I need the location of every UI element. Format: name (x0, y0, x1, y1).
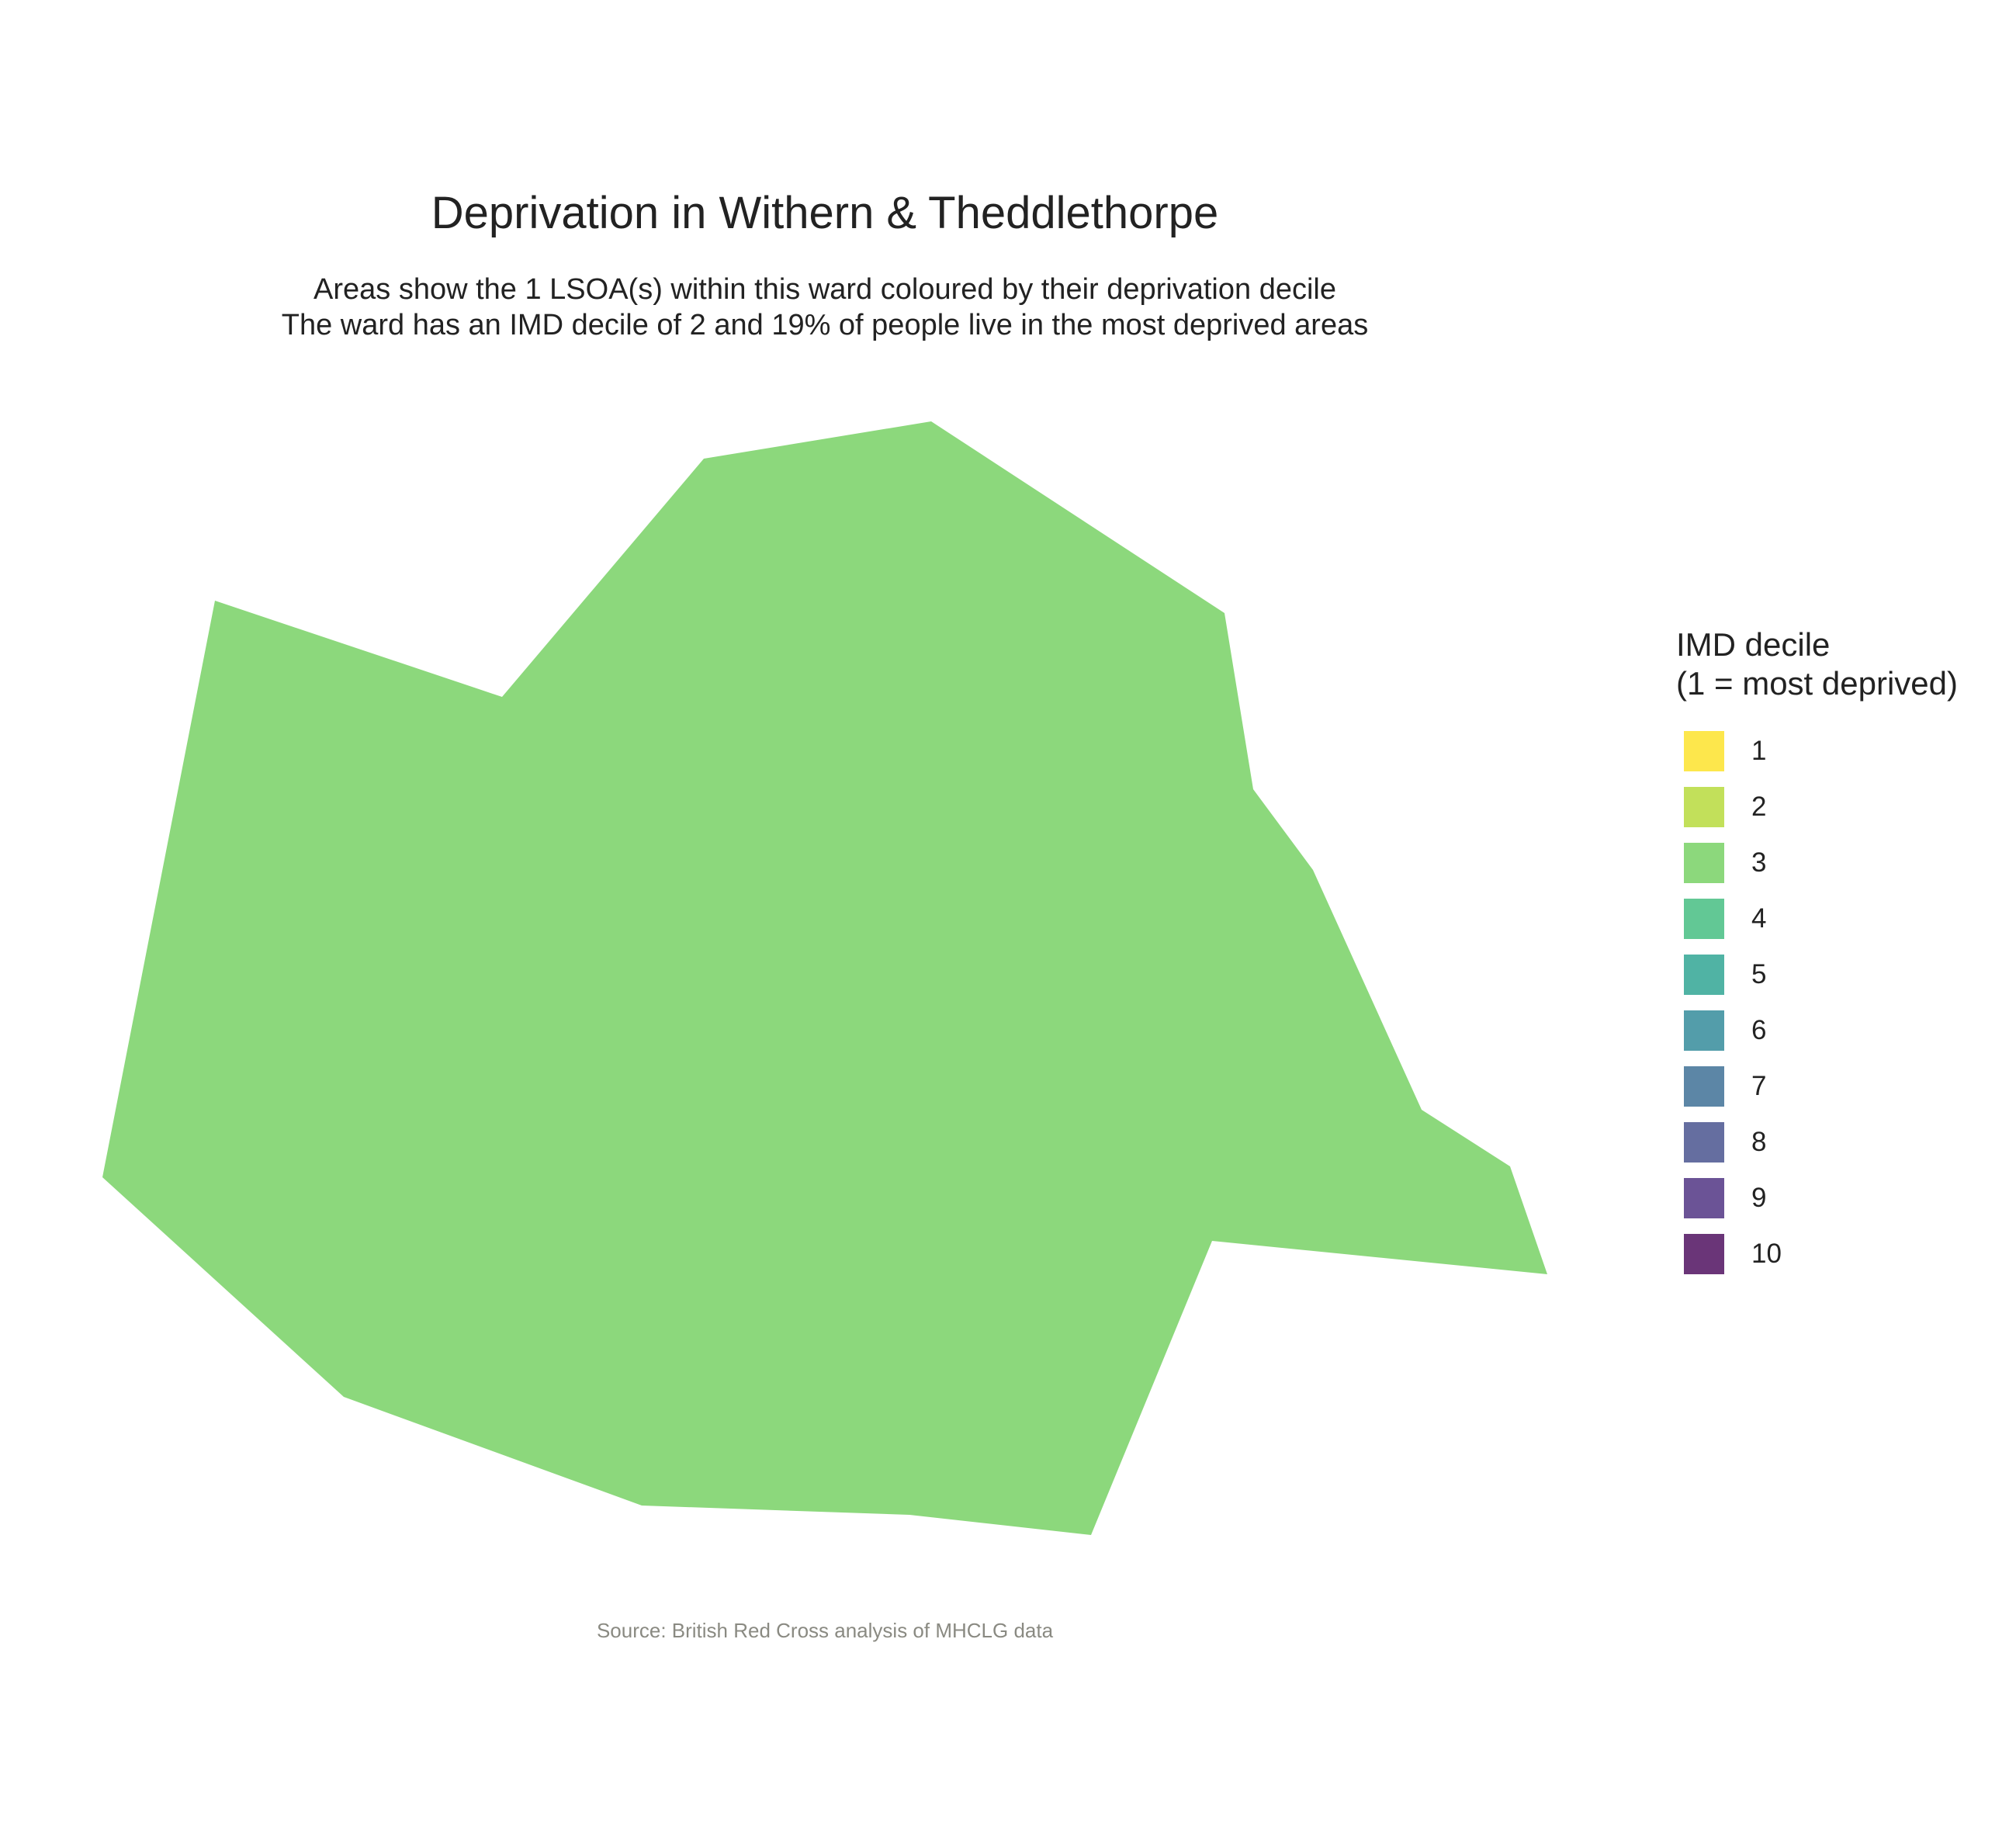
legend-item-4: 4 (1676, 891, 2002, 947)
legend-label-3: 3 (1751, 847, 1767, 878)
subtitle-line-1: Areas show the 1 LSOA(s) within this war… (313, 273, 1336, 306)
legend-swatch-4 (1684, 899, 1724, 939)
subtitle-line-2: The ward has an IMD decile of 2 and 19% … (281, 309, 1369, 341)
legend-label-4: 4 (1751, 903, 1767, 934)
legend-label-10: 10 (1751, 1239, 1782, 1269)
legend-item-1: 1 (1676, 723, 2002, 779)
legend-title-line-2: (1 = most deprived) (1676, 665, 1958, 702)
legend-swatch-6 (1684, 1010, 1724, 1051)
legend-swatch-3 (1684, 843, 1724, 883)
legend-swatch-10 (1684, 1234, 1724, 1274)
legend-swatch-9 (1684, 1178, 1724, 1218)
legend-item-3: 3 (1676, 835, 2002, 891)
legend-label-5: 5 (1751, 959, 1767, 989)
legend-swatch-7 (1684, 1066, 1724, 1107)
legend-item-6: 6 (1676, 1003, 2002, 1059)
legend-swatch-5 (1684, 955, 1724, 995)
legend-item-2: 2 (1676, 779, 2002, 835)
legend-label-1: 1 (1751, 736, 1767, 766)
legend-title-line-1: IMD decile (1676, 626, 1831, 663)
legend: IMD decile (1 = most deprived) 1 2 3 4 5 6 7 8 9… (1676, 625, 2002, 1282)
legend-swatch-1 (1684, 731, 1724, 771)
legend-items: 1 2 3 4 5 6 7 8 9 10 (1676, 723, 2002, 1282)
source-caption: Source: British Red Cross analysis of MH… (596, 1619, 1054, 1642)
legend-swatch-8 (1684, 1122, 1724, 1163)
legend-swatch-2 (1684, 787, 1724, 827)
legend-label-8: 8 (1751, 1127, 1767, 1157)
legend-title: IMD decile (1 = most deprived) (1676, 625, 2002, 703)
legend-item-10: 10 (1676, 1226, 2002, 1282)
legend-item-9: 9 (1676, 1170, 2002, 1226)
map-title: Deprivation in Withern & Theddlethorpe (431, 188, 1219, 238)
legend-label-6: 6 (1751, 1015, 1767, 1045)
map-subtitle: Areas show the 1 LSOA(s) within this war… (0, 272, 1650, 343)
legend-label-7: 7 (1751, 1071, 1767, 1101)
lsoa-region[interactable] (102, 421, 1547, 1535)
legend-label-2: 2 (1751, 792, 1767, 822)
legend-item-8: 8 (1676, 1114, 2002, 1170)
legend-item-5: 5 (1676, 947, 2002, 1003)
legend-label-9: 9 (1751, 1183, 1767, 1213)
legend-item-7: 7 (1676, 1059, 2002, 1114)
